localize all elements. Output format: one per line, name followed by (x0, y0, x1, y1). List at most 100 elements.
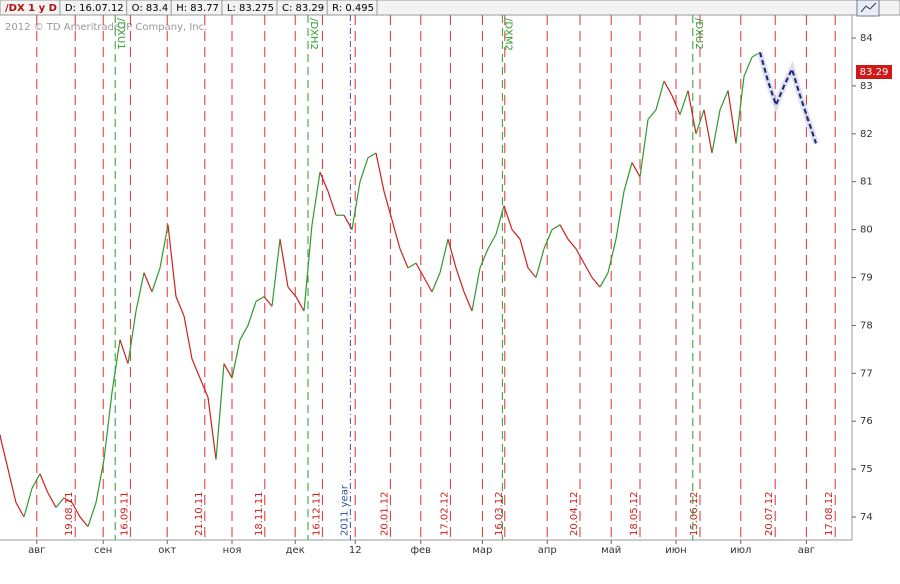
price-segment (103, 392, 113, 460)
price-segment (583, 262, 593, 278)
price-segment (7, 468, 17, 503)
contract-label: /DXU2 (693, 18, 704, 50)
price-segment (663, 80, 673, 96)
header-field: L: 83.275 (227, 3, 274, 14)
y-tick-label: 77 (860, 368, 873, 379)
price-segment (167, 224, 177, 297)
price-segment (431, 272, 441, 293)
price-segment (135, 272, 145, 312)
expiration-label: 20.01.12 (379, 491, 390, 536)
price-segment (575, 248, 585, 264)
price-segment (567, 238, 577, 250)
price-segment (311, 172, 321, 225)
price-segment (455, 267, 465, 293)
expiration-label: 16.03.12 (494, 491, 505, 536)
x-tick-label: ноя (223, 545, 242, 556)
price-segment (447, 239, 457, 269)
expiration-label: 18.05.12 (629, 491, 640, 536)
price-segment (239, 325, 249, 341)
price-segment (231, 339, 241, 379)
header-field: C: 83.29 (282, 3, 324, 14)
expiration-label: 20.07.12 (764, 491, 775, 536)
price-segment (351, 181, 361, 230)
price-segment (527, 267, 537, 278)
last-value-label: 83.29 (860, 67, 889, 78)
price-segment (399, 248, 409, 269)
price-segment (463, 291, 473, 312)
y-tick-label: 75 (860, 464, 873, 475)
price-segment (71, 502, 81, 518)
x-tick-label: апр (538, 545, 557, 556)
price-segment (623, 162, 633, 192)
price-segment (495, 205, 505, 235)
price-segment (295, 296, 305, 312)
price-segment (255, 296, 265, 302)
price-segment (599, 272, 609, 288)
x-tick-label: май (601, 545, 621, 556)
expiration-label: 18.11.11 (254, 491, 265, 536)
y-tick-label: 81 (860, 177, 873, 188)
price-segment (551, 224, 561, 231)
price-segment (735, 76, 745, 144)
header-field: /DX 1 y D (5, 3, 57, 14)
price-segment (247, 301, 257, 326)
y-tick-label: 74 (860, 512, 873, 523)
expiration-label: 17.02.12 (439, 491, 450, 536)
x-tick-label: июл (730, 545, 751, 556)
price-segment (111, 339, 121, 393)
price-segment (55, 497, 65, 508)
price-segment (415, 262, 425, 278)
price-segment (207, 397, 217, 460)
price-segment (719, 90, 729, 111)
price-segment (87, 502, 97, 527)
x-tick-label: сен (94, 545, 112, 556)
price-segment (471, 267, 481, 312)
price-segment (703, 109, 713, 154)
price-segment (127, 310, 137, 364)
header-field: H: 83.77 (176, 3, 219, 14)
price-segment (23, 488, 33, 518)
price-segment (391, 219, 401, 249)
header-field: O: 83.4 (132, 3, 169, 14)
price-segment (671, 95, 681, 115)
price-segment (175, 296, 185, 317)
price-segment (95, 459, 105, 503)
contract-label: /DXU1 (115, 18, 126, 50)
price-segment (631, 162, 641, 178)
price-segment (487, 234, 497, 250)
menu-icon-glyph (860, 2, 877, 13)
price-segment (199, 377, 209, 398)
x-tick-label: дек (286, 545, 305, 556)
header-field: R: 0.495 (332, 3, 374, 14)
price-segment (695, 109, 705, 134)
x-tick-label: авг (798, 545, 815, 556)
price-segment (647, 109, 657, 120)
price-segment (0, 435, 9, 470)
price-segment (15, 502, 25, 518)
price-segment (319, 171, 329, 192)
price-segment (687, 90, 697, 134)
price-segment (615, 191, 625, 240)
price-segment (743, 56, 753, 77)
price-segment (503, 205, 513, 230)
x-tick-label: фев (410, 545, 431, 556)
price-segment (727, 90, 737, 144)
price-segment (223, 363, 233, 379)
x-tick-label: 12 (349, 545, 362, 556)
expiration-label: 15.06.12 (689, 491, 700, 536)
price-segment (511, 229, 521, 240)
price-segment (63, 497, 73, 504)
x-tick-label: авг (28, 545, 45, 556)
price-segment (271, 239, 281, 307)
price-segment (343, 214, 353, 230)
expiration-label: 19.08.11 (64, 491, 75, 536)
price-segment (31, 473, 41, 489)
y-tick-label: 76 (860, 416, 873, 427)
price-segment (39, 473, 49, 494)
price-segment (591, 277, 601, 288)
price-segment (263, 296, 273, 307)
price-segment (303, 224, 313, 312)
price-segment (383, 191, 393, 221)
price-segment (479, 248, 489, 269)
